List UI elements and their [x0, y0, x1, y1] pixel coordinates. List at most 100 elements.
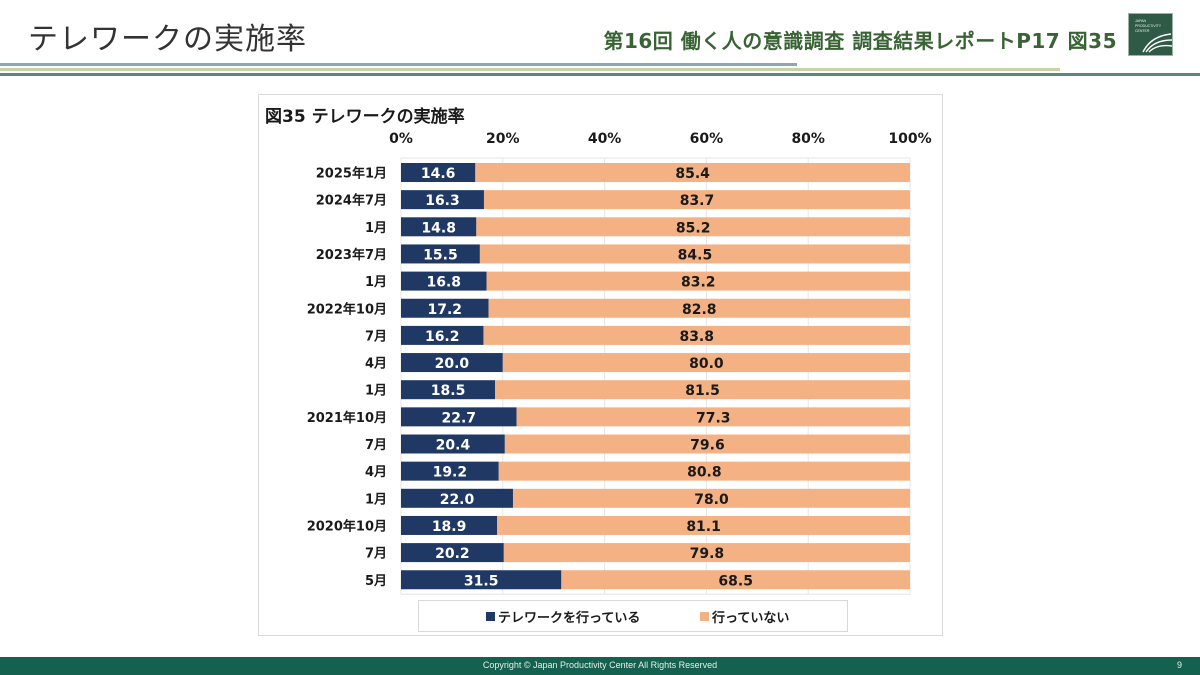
chart-legend: テレワークを行っている 行っていない: [418, 600, 848, 632]
bar-segment-doing: [401, 325, 484, 345]
bar-segment-doing: [401, 407, 517, 427]
category-label: 4月: [365, 465, 387, 480]
x-tick-label: 100%: [888, 131, 931, 147]
bar-segment-not-doing: [483, 190, 910, 210]
category-label: 2024年7月: [316, 193, 387, 209]
bar-segment-not-doing: [486, 271, 910, 291]
bar-segment-doing: [401, 353, 503, 373]
x-tick-label: 80%: [791, 131, 825, 147]
category-label: 1月: [365, 492, 387, 507]
data-label: 16.2: [425, 329, 460, 345]
data-label: 80.8: [687, 465, 722, 481]
bar-segment-doing: [401, 298, 489, 318]
data-label: 15.5: [423, 247, 458, 263]
bar-segment-not-doing: [561, 570, 910, 590]
category-label: 2025年1月: [316, 166, 387, 182]
legend-swatch-doing: [486, 612, 495, 621]
data-label: 14.8: [421, 220, 456, 236]
bar-segment-doing: [401, 488, 513, 508]
bar-segment-doing: [401, 543, 504, 563]
data-label: 18.5: [431, 383, 466, 399]
data-label: 81.1: [686, 519, 721, 535]
data-label: 82.8: [682, 302, 717, 318]
category-label: 2021年10月: [307, 410, 387, 426]
header-rule-bottom: [0, 73, 1200, 76]
bar-segment-not-doing: [495, 380, 910, 400]
bar-segment-not-doing: [516, 407, 910, 427]
data-label: 77.3: [696, 410, 731, 426]
data-label: 16.3: [425, 193, 460, 209]
data-label: 84.5: [678, 247, 713, 263]
bar-segment-not-doing: [483, 325, 910, 345]
bar-segment-doing: [401, 271, 487, 291]
logo-text-line: PRODUCTIVITY: [1135, 24, 1162, 28]
data-label: 31.5: [464, 573, 499, 589]
data-label: 18.9: [432, 519, 467, 535]
report-reference: 第16回 働く人の意識調査 調査結果レポートP17 図35: [603, 29, 1117, 53]
bar-segment-not-doing: [512, 488, 910, 508]
data-label: 85.4: [675, 166, 710, 182]
page-number: 9: [1176, 660, 1182, 670]
data-label: 22.0: [440, 492, 475, 508]
data-label: 20.4: [436, 438, 471, 454]
chart-title: 図35 テレワークの実施率: [265, 106, 465, 127]
footer-bar: Copyright © Japan Productivity Center Al…: [0, 657, 1200, 675]
category-label: 7月: [365, 547, 387, 562]
category-label: 5月: [365, 574, 387, 589]
data-label: 68.5: [718, 573, 753, 589]
category-label: 4月: [365, 357, 387, 372]
bar-segment-doing: [401, 244, 480, 264]
bar-segment-not-doing: [475, 163, 910, 182]
data-label: 83.8: [679, 329, 714, 345]
data-label: 81.5: [685, 383, 720, 399]
category-label: 2022年10月: [307, 301, 387, 317]
bar-segment-doing: [401, 190, 484, 210]
bar-segment-doing: [401, 434, 505, 454]
data-label: 22.7: [441, 410, 476, 426]
data-label: 79.8: [690, 546, 725, 562]
page-title: テレワークの実施率: [28, 22, 307, 57]
legend-swatch-not-doing: [700, 612, 709, 621]
data-label: 80.0: [689, 356, 724, 372]
x-tick-label: 40%: [588, 131, 622, 147]
bar-segment-not-doing: [502, 353, 910, 373]
data-label: 85.2: [676, 220, 711, 236]
data-label: 20.2: [435, 546, 470, 562]
category-label: 1月: [365, 384, 387, 399]
data-label: 17.2: [428, 302, 463, 318]
legend-label-doing: テレワークを行っている: [498, 610, 640, 626]
bar-segment-not-doing: [504, 434, 910, 454]
data-label: 14.6: [421, 166, 456, 182]
logo-text-line: JAPAN: [1135, 19, 1146, 23]
header-rule-middle: [0, 68, 1060, 71]
legend-label-not-doing: 行っていない: [711, 610, 789, 626]
bar-segment-not-doing: [488, 298, 910, 318]
category-label: 1月: [365, 221, 387, 236]
category-label: 1月: [365, 275, 387, 290]
data-label: 78.0: [694, 492, 729, 508]
x-tick-label: 60%: [690, 131, 724, 147]
copyright-text: Copyright © Japan Productivity Center Al…: [482, 660, 718, 670]
data-label: 83.2: [681, 275, 716, 291]
category-label: 7月: [365, 438, 387, 453]
data-label: 79.6: [690, 438, 725, 454]
data-label: 19.2: [433, 465, 468, 481]
data-label: 16.8: [426, 275, 461, 291]
logo-text-line: CENTER: [1135, 29, 1150, 33]
chart-frame: 図35 テレワークの実施率 0% 20% 40% 60% 80% 100% 14.6 85.…: [258, 94, 943, 636]
bar-segment-doing: [401, 570, 562, 590]
x-tick-label: 20%: [486, 131, 520, 147]
data-label: 20.0: [435, 356, 470, 372]
bar-segment-doing: [401, 163, 476, 182]
bar-segment-doing: [401, 380, 496, 400]
data-label: 83.7: [680, 193, 715, 209]
x-tick-label: 0%: [389, 131, 413, 147]
bar-segment-not-doing: [497, 515, 910, 535]
bar-segment-doing: [401, 461, 499, 481]
bar-segment-not-doing: [503, 543, 910, 563]
japan-productivity-center-logo-icon: JAPAN PRODUCTIVITY CENTER: [1128, 13, 1173, 56]
bar-segment-doing: [401, 217, 477, 237]
bar-segment-doing: [401, 515, 498, 535]
bar-segment-not-doing: [498, 461, 910, 481]
header-rule-top: [0, 63, 797, 66]
